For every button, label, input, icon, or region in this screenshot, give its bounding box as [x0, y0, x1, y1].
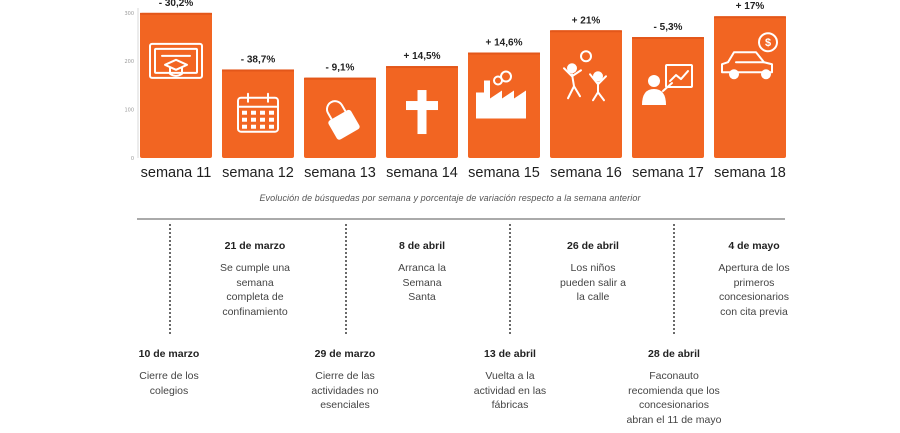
- event-date: 10 de marzo: [138, 348, 200, 360]
- data-label: + 17%: [736, 1, 765, 12]
- factory-icon: [476, 70, 526, 119]
- bar-top-edge: [304, 77, 376, 80]
- event-description: Cierre de los colegios: [139, 370, 199, 397]
- data-labels: - 30,2% - 38,7% - 9,1% + 14,5% + 14,6% + 21% -…: [159, 0, 765, 74]
- children-playing-icon: [563, 50, 607, 102]
- event-description: Apertura de los primeros concesionarios …: [718, 262, 790, 318]
- timeline-event: 29 de marzo Cierre de las actividades no…: [285, 348, 405, 413]
- timeline-divider: [169, 224, 171, 334]
- cross-icon: [406, 90, 438, 135]
- bar-top-edge: [550, 30, 622, 33]
- x-tick-label: semana 17: [632, 165, 704, 181]
- x-tick-label: semana 13: [304, 165, 376, 181]
- timeline-event: 13 de abril Vuelta a la actividad en las…: [450, 348, 570, 413]
- x-tick-label: semana 14: [386, 165, 458, 181]
- timeline-divider: [509, 224, 511, 334]
- y-tick-label: 0: [131, 156, 134, 162]
- bar-top-edge: [222, 69, 294, 72]
- x-tick-label: semana 12: [222, 165, 294, 181]
- x-tick-label: semana 16: [550, 165, 622, 181]
- diploma-icon: [149, 42, 203, 79]
- y-axis-ticks: 0 100 200 300: [124, 11, 134, 162]
- y-tick-label: 300: [124, 11, 134, 17]
- bars: [140, 12, 786, 159]
- timeline-separator: [137, 218, 785, 220]
- svg-text:$: $: [765, 37, 771, 49]
- data-label: - 38,7%: [241, 54, 276, 65]
- bar-top-edge: [714, 16, 786, 19]
- data-label: + 14,5%: [404, 51, 441, 62]
- event-date: 4 de mayo: [728, 240, 780, 252]
- bar-top-edge: [386, 66, 458, 69]
- calendar-icon: [237, 92, 279, 133]
- timeline-divider: [673, 224, 675, 334]
- timeline-event: 26 de abril Los niños pueden salir a la …: [533, 240, 653, 305]
- event-description: Vuelta a la actividad en las fábricas: [473, 370, 547, 411]
- bar: [140, 12, 212, 158]
- event-description: Los niños pueden salir a la calle: [560, 262, 626, 303]
- timeline-event: 28 de abril Faconauto recomienda que los…: [614, 348, 734, 427]
- bar-top-edge: [140, 12, 212, 15]
- timeline-event: 8 de abril Arranca la Semana Santa: [362, 240, 482, 305]
- timeline-divider: [345, 224, 347, 334]
- padlock-icon: [326, 100, 360, 140]
- y-tick-label: 200: [124, 59, 134, 65]
- event-date: 8 de abril: [398, 240, 446, 252]
- data-label: - 9,1%: [326, 63, 355, 74]
- event-description: Faconauto recomienda que los concesionar…: [626, 370, 722, 426]
- bar: [550, 30, 622, 158]
- event-date: 21 de marzo: [224, 240, 286, 252]
- bar-top-edge: [468, 52, 540, 55]
- event-description: Cierre de las actividades no esenciales: [311, 370, 379, 411]
- event-date: 13 de abril: [484, 348, 536, 360]
- x-tick-label: semana 15: [468, 165, 540, 181]
- event-description: Arranca la Semana Santa: [398, 262, 446, 303]
- x-tick-label: semana 11: [141, 165, 212, 181]
- data-label: + 21%: [572, 15, 601, 26]
- bar: [222, 69, 294, 158]
- bar-chart: 0 100 200 300 $ - 30,2% - 38,7% - 9,1% + 14,5%…: [124, 0, 786, 181]
- chart-subtitle: Evolución de búsquedas por semana y porc…: [259, 193, 641, 203]
- event-description: Se cumple una semana completa de confina…: [219, 262, 291, 318]
- data-label: - 5,3%: [654, 22, 683, 33]
- y-tick-label: 100: [124, 108, 134, 114]
- x-tick-label: semana 18: [714, 165, 786, 181]
- event-date: 26 de abril: [567, 240, 619, 252]
- bar-icons: $: [149, 32, 778, 140]
- event-date: 28 de abril: [648, 348, 700, 360]
- bar: [632, 37, 704, 158]
- x-axis-labels: semana 11 semana 12 semana 13 semana 14 sema…: [141, 165, 786, 181]
- data-label: + 14,6%: [486, 38, 523, 49]
- timeline-event: 10 de marzo Cierre de los colegios: [109, 348, 229, 398]
- bar-top-edge: [632, 37, 704, 40]
- data-label: - 30,2%: [159, 0, 194, 9]
- timeline-event: 21 de marzo Se cumple una semana complet…: [195, 240, 315, 319]
- timeline-event: 4 de mayo Apertura de los primeros conce…: [694, 240, 814, 319]
- advisor-presentation-icon: [642, 64, 693, 106]
- car-dollar-icon: $: [721, 32, 778, 80]
- event-date: 29 de marzo: [314, 348, 376, 360]
